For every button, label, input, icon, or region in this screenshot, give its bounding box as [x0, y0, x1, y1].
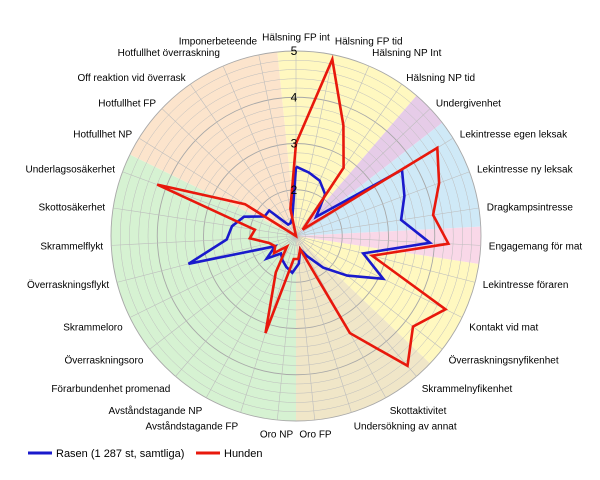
grid-spoke-2 — [295, 65, 370, 237]
grid-spoke-7 — [295, 207, 479, 237]
category-label-19: Förarbundenhet promenad — [51, 384, 170, 395]
grid-spoke-12 — [295, 235, 417, 377]
category-label-10: Kontakt vid mat — [469, 323, 538, 334]
grid-spoke-19 — [175, 235, 297, 377]
category-label-29: Hotfullhet överraskning — [118, 48, 220, 59]
legend-label-hunden: Hunden — [224, 448, 263, 460]
grid-spoke-9 — [295, 235, 476, 283]
grid-spoke-14 — [295, 235, 352, 413]
grid-spoke-8 — [295, 235, 481, 246]
grid-spoke-24 — [113, 207, 297, 237]
category-label-25: Underlagsosäkerhet — [26, 165, 116, 176]
legend: Rasen (1 287 st, samtliga) Hunden — [28, 448, 263, 460]
polar-grid — [110, 50, 482, 422]
grid-spoke-20 — [149, 235, 297, 350]
category-label-17: Avståndstagande FP — [146, 421, 239, 433]
grid-spoke-3 — [295, 83, 402, 237]
grid-spoke-16 — [276, 235, 297, 421]
grid-spoke-10 — [295, 235, 463, 318]
sector-5 — [296, 236, 431, 421]
category-label-7: Dragkampsintresse — [487, 202, 574, 213]
grid-spoke-28 — [190, 83, 297, 237]
sector-7 — [129, 51, 296, 237]
grid-spoke-11 — [295, 235, 443, 350]
category-label-16: Oro NP — [260, 430, 294, 441]
grid-spoke-29 — [222, 65, 297, 237]
category-label-1: Hälsning FP tid — [335, 37, 403, 48]
category-label-3: Hälsning NP tid — [406, 73, 475, 84]
grid-spoke-15 — [295, 235, 316, 421]
r-tick-label-3: 3 — [291, 137, 298, 151]
category-label-15: Oro FP — [299, 430, 332, 441]
category-label-21: Skrammeloro — [63, 323, 123, 334]
category-label-8: Engagemang för mat — [489, 241, 583, 252]
grid-spoke-6 — [295, 171, 470, 237]
grid-spoke-21 — [129, 235, 297, 318]
grid-spoke-23 — [111, 235, 297, 246]
series-line-1 — [156, 54, 451, 368]
category-label-20: Överraskningsoro — [64, 355, 143, 367]
grid-spoke-25 — [122, 171, 297, 237]
category-label-18: Avståndstagande NP — [109, 405, 203, 417]
category-label-26: Hotfullhet NP — [73, 129, 132, 140]
grid-spoke-1 — [295, 54, 334, 237]
category-label-5: Lekintresse egen leksak — [460, 129, 568, 140]
category-label-24: Skottosäkerhet — [38, 202, 105, 213]
category-label-4: Undergivenhet — [436, 99, 501, 110]
sector-0 — [277, 51, 417, 237]
category-label-13: Skottaktivitet — [390, 406, 447, 417]
category-label-9: Lekintresse föraren — [483, 280, 569, 291]
category-label-22: Överraskningsflykt — [27, 279, 109, 291]
category-label-27: Hotfullhet FP — [98, 99, 156, 110]
category-label-14: Undersökning av annat — [354, 422, 457, 433]
radial-tick-labels: 2 3 4 5 — [291, 44, 298, 197]
r-tick-label-5: 5 — [291, 44, 298, 58]
category-label-2: Hälsning NP Int — [372, 48, 442, 59]
category-label-11: Överraskningsnyfikenhet — [449, 355, 559, 367]
category-label-23: Skrammelflykt — [40, 241, 103, 252]
category-label-0: Hälsning FP int — [262, 33, 330, 44]
sector-6 — [110, 154, 296, 421]
category-label-30: Imponerbeteende — [179, 37, 258, 48]
r-tick-label-2: 2 — [291, 183, 298, 197]
series-line-0 — [187, 165, 434, 281]
legend-label-rasen: Rasen (1 287 st, samtliga) — [56, 448, 184, 460]
category-label-12: Skrammelnyfikenhet — [422, 384, 513, 395]
category-label-28: Off reaktion vid överrask — [77, 73, 186, 84]
category-label-6: Lekintresse ny leksak — [477, 165, 574, 176]
series-lines — [156, 54, 451, 368]
r-tick-label-4: 4 — [291, 90, 298, 104]
